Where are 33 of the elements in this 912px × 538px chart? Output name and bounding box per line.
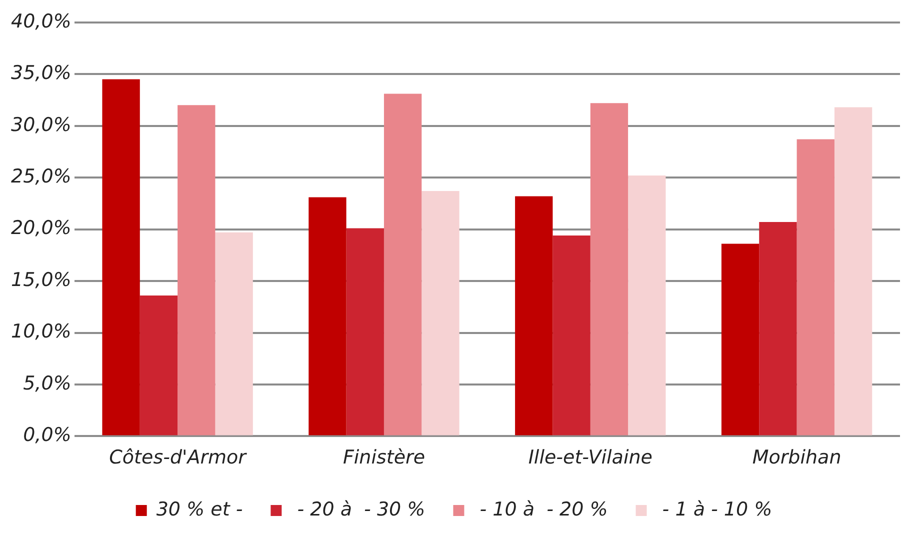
legend-label: 30 % et - bbox=[156, 498, 243, 520]
bar bbox=[834, 107, 872, 436]
y-tick-label: 15,0% bbox=[11, 268, 72, 291]
bar bbox=[178, 105, 216, 436]
y-tick-label: 5,0% bbox=[23, 372, 72, 394]
bar bbox=[515, 196, 553, 436]
bar bbox=[628, 176, 666, 436]
y-tick-label: 25,0% bbox=[11, 166, 72, 188]
bar bbox=[796, 139, 834, 436]
x-tick-label: Ille-et-Vilaine bbox=[528, 446, 652, 469]
bar bbox=[308, 197, 346, 436]
y-tick-label: 30,0% bbox=[11, 114, 72, 136]
y-tick-label: 0,0% bbox=[23, 424, 72, 446]
bar bbox=[422, 191, 460, 436]
bar bbox=[102, 79, 140, 436]
legend-label: - 1 à - 10 % bbox=[656, 498, 772, 520]
bar bbox=[590, 103, 628, 436]
x-tick-label: Côtes-d'Armor bbox=[109, 446, 248, 469]
y-tick-label: 10,0% bbox=[11, 320, 72, 343]
y-tick-label: 20,0% bbox=[11, 217, 72, 240]
x-tick-label: Finistère bbox=[342, 446, 426, 469]
bar bbox=[759, 222, 797, 436]
legend-label: - 20 à - 30 % bbox=[291, 498, 426, 520]
y-tick-label: 40,0% bbox=[11, 10, 72, 32]
bar bbox=[384, 94, 422, 436]
bar bbox=[552, 236, 590, 436]
legend-label: - 10 à - 20 % bbox=[474, 498, 608, 520]
bar bbox=[721, 244, 760, 436]
y-tick-label: 35,0% bbox=[11, 62, 72, 84]
x-tick-label: Morbihan bbox=[752, 446, 842, 469]
bar bbox=[215, 232, 253, 436]
bar bbox=[140, 296, 178, 436]
bar bbox=[346, 228, 384, 436]
